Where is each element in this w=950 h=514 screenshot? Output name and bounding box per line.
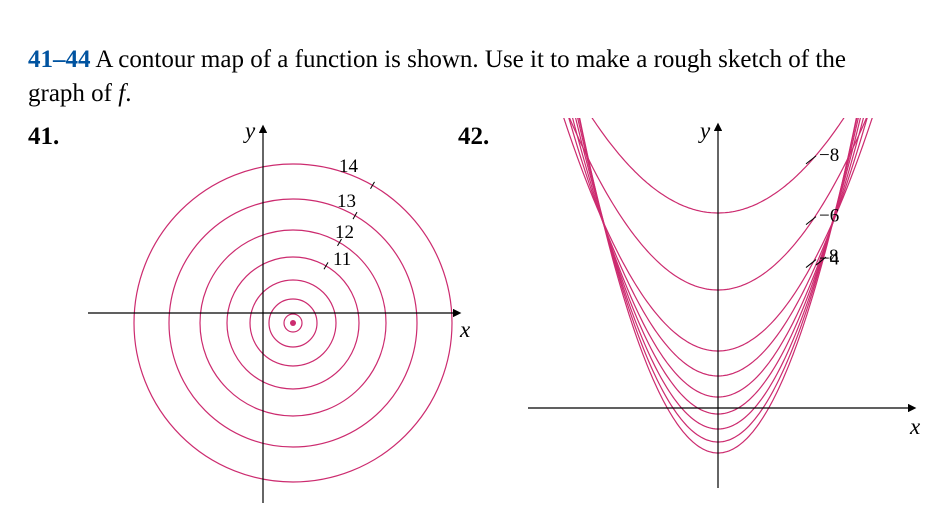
y-axis-label: y	[243, 118, 256, 143]
problem-41-number: 41.	[28, 123, 59, 151]
contour-label: 14	[339, 156, 359, 177]
exercise-range: 41–44	[28, 46, 91, 73]
contour-label: −4	[819, 248, 840, 269]
contour-label: 12	[335, 222, 354, 243]
contour-label: −8	[819, 144, 839, 165]
contour-label: 13	[337, 191, 356, 212]
contour-center-dot	[290, 320, 296, 326]
contour-tick	[353, 212, 357, 219]
instructions-text-1: A contour map of a function is shown. Us…	[28, 46, 846, 107]
contour-label: 11	[333, 249, 351, 270]
contour-label: −6	[819, 205, 839, 226]
figure-41: y x 11 12 13 14	[68, 118, 478, 514]
figure-42: yx8−4−6−8	[508, 118, 928, 514]
x-axis-label: x	[459, 317, 471, 342]
exercise-instructions: 41–44 A contour map of a function is sho…	[28, 43, 898, 111]
x-axis-label: x	[909, 414, 921, 439]
y-axis-label: y	[698, 118, 711, 143]
contour-tick	[806, 155, 816, 163]
instructions-text-2: .	[125, 80, 131, 107]
contour-tick	[324, 262, 328, 269]
contour-tick	[371, 181, 375, 188]
